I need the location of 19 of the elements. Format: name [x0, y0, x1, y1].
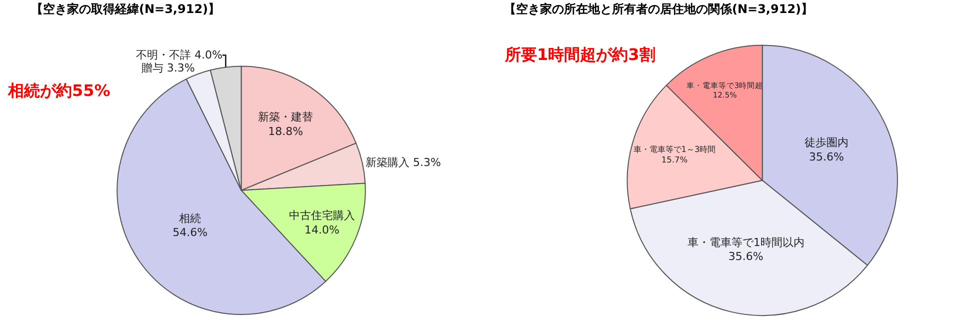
data-label: 54.6% — [172, 226, 208, 240]
slice-label: 不明・不詳 4.0% — [136, 48, 222, 62]
data-label: 15.7% — [661, 154, 688, 165]
text: 所要1時間超が約3割 — [504, 45, 656, 64]
data-label: 35.6% — [728, 250, 764, 264]
data-label: 14.0% — [304, 224, 340, 237]
slice-label: 中古住宅購入 — [288, 209, 355, 222]
chart-title: 【空き家の取得経緯(N=3,912)】 — [31, 2, 220, 16]
slice-label: 相続 — [179, 212, 202, 225]
text: 相続が約55% — [7, 81, 110, 100]
slice-label: 贈与 3.3% — [141, 62, 195, 75]
data-label: 18.8% — [268, 124, 304, 138]
data-label: 35.6% — [808, 150, 844, 164]
chart-title: 【空き家の所在地と所有者の居住地の関係(N=3,912)】 — [504, 2, 814, 16]
slice-label: 徒歩圏内 — [804, 136, 848, 150]
slice-label: 車・電車等で1～3時間 — [633, 144, 716, 154]
slice-label: 新築・建替 — [258, 110, 314, 124]
slice-label: 新築購入 5.3% — [366, 156, 442, 170]
slice-label: 車・電車等で1時間以内 — [687, 236, 804, 249]
